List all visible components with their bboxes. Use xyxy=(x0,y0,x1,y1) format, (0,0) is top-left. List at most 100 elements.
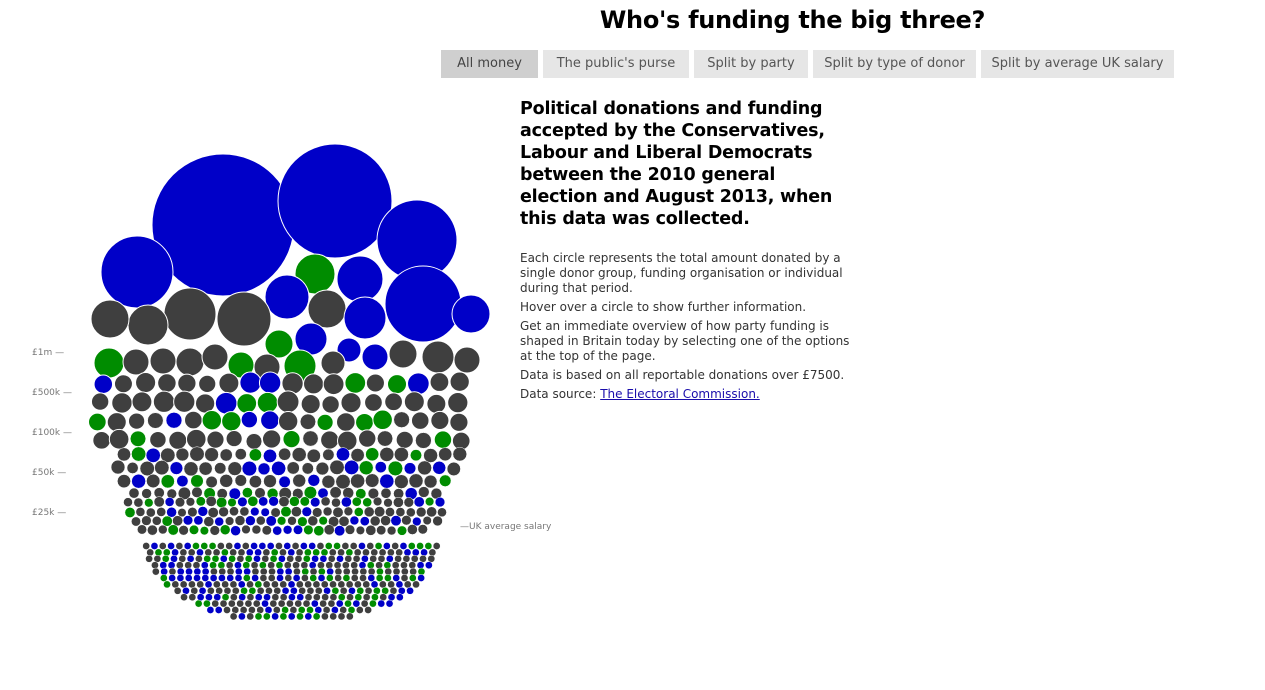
donor-bubble[interactable] xyxy=(131,473,146,489)
donor-bubble[interactable] xyxy=(207,586,215,595)
donor-bubble[interactable] xyxy=(429,372,450,392)
donor-bubble[interactable] xyxy=(231,606,240,614)
donor-bubble[interactable] xyxy=(253,554,261,563)
donor-bubble[interactable] xyxy=(185,428,207,450)
donor-bubble[interactable] xyxy=(387,460,403,476)
donor-bubble[interactable] xyxy=(323,586,331,595)
donor-bubble[interactable] xyxy=(290,586,298,595)
donor-bubble[interactable] xyxy=(183,461,199,477)
donor-bubble[interactable] xyxy=(403,580,412,589)
donor-bubble[interactable] xyxy=(167,561,176,570)
donor-bubble[interactable] xyxy=(353,507,364,517)
donor-bubble[interactable] xyxy=(234,561,242,570)
donor-bubble[interactable] xyxy=(372,409,393,431)
donor-bubble[interactable] xyxy=(374,506,386,518)
donor-bubble[interactable] xyxy=(217,561,226,570)
donor-bubble[interactable] xyxy=(151,515,162,526)
donor-bubble[interactable] xyxy=(375,561,383,570)
tab-all-money[interactable]: All money xyxy=(441,50,538,78)
donor-bubble[interactable] xyxy=(185,567,193,576)
donor-bubble[interactable] xyxy=(190,586,199,595)
donor-bubble[interactable] xyxy=(108,428,130,450)
donor-bubble[interactable] xyxy=(333,561,342,570)
donor-bubble[interactable] xyxy=(387,580,395,589)
donor-bubble[interactable] xyxy=(346,593,354,602)
donor-bubble[interactable] xyxy=(358,429,377,448)
donor-bubble[interactable] xyxy=(276,516,287,526)
donor-bubble[interactable] xyxy=(322,373,345,396)
donor-bubble[interactable] xyxy=(117,447,131,462)
donor-bubble[interactable] xyxy=(219,448,233,462)
donor-bubble[interactable] xyxy=(271,461,286,476)
donor-bubble[interactable] xyxy=(248,475,262,488)
donor-bubble[interactable] xyxy=(267,574,276,582)
donor-bubble[interactable] xyxy=(151,567,160,576)
donor-bubble[interactable] xyxy=(203,516,215,527)
donor-bubble[interactable] xyxy=(304,548,312,557)
donor-bubble[interactable] xyxy=(344,524,356,535)
donor-bubble[interactable] xyxy=(383,542,391,550)
donor-bubble[interactable] xyxy=(218,372,240,394)
donor-bubble[interactable] xyxy=(296,612,304,621)
donor-bubble[interactable] xyxy=(286,461,300,475)
donor-bubble[interactable] xyxy=(308,561,317,570)
donor-bubble[interactable] xyxy=(260,410,280,431)
donor-bubble[interactable] xyxy=(225,561,234,570)
donor-bubble[interactable] xyxy=(354,593,363,602)
donor-bubble[interactable] xyxy=(379,593,388,602)
donor-bubble[interactable] xyxy=(219,554,228,563)
donor-bubble[interactable] xyxy=(179,548,188,557)
donor-bubble[interactable] xyxy=(345,580,354,589)
donor-bubble[interactable] xyxy=(340,392,362,414)
donor-bubble[interactable] xyxy=(337,612,346,621)
donor-bubble[interactable] xyxy=(375,574,384,582)
donor-bubble[interactable] xyxy=(406,507,416,518)
donor-bubble[interactable] xyxy=(298,586,307,595)
donor-bubble[interactable] xyxy=(141,488,152,499)
donor-bubble[interactable] xyxy=(284,567,293,576)
donor-bubble[interactable] xyxy=(388,339,418,369)
donor-bubble[interactable] xyxy=(275,561,284,570)
donor-bubble[interactable] xyxy=(175,347,205,377)
donor-bubble[interactable] xyxy=(229,612,238,621)
donor-bubble[interactable] xyxy=(187,507,198,518)
donor-bubble[interactable] xyxy=(309,567,318,576)
donor-bubble[interactable] xyxy=(422,516,432,526)
donor-bubble[interactable] xyxy=(327,554,336,563)
donor-bubble[interactable] xyxy=(336,412,356,432)
donor-bubble[interactable] xyxy=(297,606,306,614)
donor-bubble[interactable] xyxy=(160,447,176,463)
donor-bubble[interactable] xyxy=(279,593,288,602)
donor-bubble[interactable] xyxy=(190,474,204,488)
donor-bubble[interactable] xyxy=(269,599,278,608)
donor-bubble[interactable] xyxy=(356,586,365,595)
donor-bubble[interactable] xyxy=(225,430,243,448)
donor-bubble[interactable] xyxy=(270,507,281,518)
donor-bubble[interactable] xyxy=(284,574,293,582)
donor-bubble[interactable] xyxy=(263,593,271,602)
donor-bubble[interactable] xyxy=(201,567,210,576)
donor-bubble[interactable] xyxy=(228,487,241,500)
donor-bubble[interactable] xyxy=(376,525,387,536)
donor-bubble[interactable] xyxy=(218,506,229,518)
donor-bubble[interactable] xyxy=(176,574,185,582)
donor-bubble[interactable] xyxy=(139,461,155,476)
donor-bubble[interactable] xyxy=(250,561,259,570)
donor-bubble[interactable] xyxy=(227,497,237,508)
donor-bubble[interactable] xyxy=(251,574,259,582)
donor-bubble[interactable] xyxy=(123,497,133,507)
donor-bubble[interactable] xyxy=(106,412,127,433)
donor-bubble[interactable] xyxy=(314,586,323,595)
donor-bubble[interactable] xyxy=(184,410,203,430)
donor-bubble[interactable] xyxy=(192,542,200,550)
donor-bubble[interactable] xyxy=(177,373,197,393)
donor-bubble[interactable] xyxy=(328,548,337,557)
donor-bubble[interactable] xyxy=(409,567,417,576)
donor-bubble[interactable] xyxy=(248,586,257,595)
donor-bubble[interactable] xyxy=(147,524,158,536)
donor-bubble[interactable] xyxy=(261,525,272,536)
donor-bubble[interactable] xyxy=(203,554,212,563)
donor-bubble[interactable] xyxy=(278,496,290,508)
donor-bubble[interactable] xyxy=(400,574,409,582)
donor-bubble[interactable] xyxy=(381,586,390,595)
